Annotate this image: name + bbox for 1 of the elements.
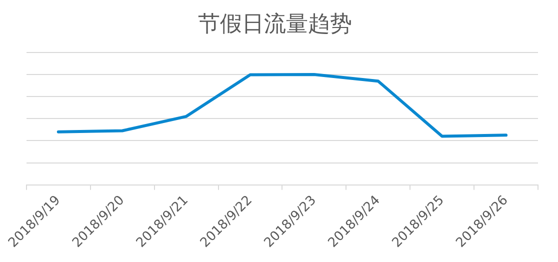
chart-title: 节假日流量趋势	[198, 12, 352, 37]
